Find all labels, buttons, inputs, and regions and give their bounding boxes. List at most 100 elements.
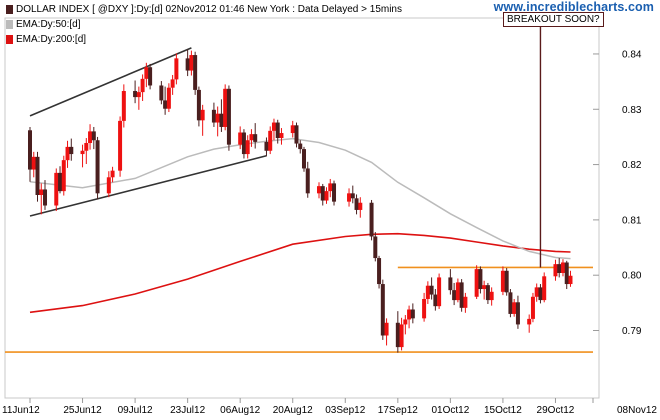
candle	[189, 50, 194, 76]
candle-body	[133, 91, 138, 98]
x-tick-label: 25Jun12	[63, 405, 102, 416]
candle	[527, 314, 532, 333]
candle-body	[268, 130, 273, 151]
candle-body	[196, 89, 201, 121]
candle	[358, 197, 363, 218]
candle-body	[508, 292, 513, 314]
candle-body	[463, 296, 468, 308]
candle	[144, 62, 149, 88]
candle	[31, 151, 36, 178]
legend-swatch-ema50	[6, 20, 13, 29]
candle-body	[219, 113, 224, 127]
candle-body	[482, 285, 487, 290]
candle	[196, 86, 201, 127]
candle-body	[118, 120, 123, 171]
legend-item-dollar-index: DOLLAR INDEX [ @DXY ]:Dy:[d] 02Nov2012 0…	[6, 2, 402, 17]
candle-body	[95, 140, 100, 194]
candle-body	[568, 275, 573, 285]
candle	[58, 166, 63, 194]
candle	[395, 311, 400, 353]
candle-body	[271, 122, 276, 131]
candle-body	[324, 191, 329, 201]
candle	[437, 273, 442, 309]
candle-body	[211, 109, 216, 123]
candle	[384, 318, 389, 346]
candle	[560, 259, 565, 277]
candle-body	[474, 269, 479, 297]
candle-body	[429, 285, 434, 295]
candle-body	[88, 131, 93, 144]
candle	[515, 295, 520, 329]
candle	[35, 151, 40, 202]
candle	[140, 74, 145, 101]
candle-body	[106, 177, 111, 194]
candle-body	[264, 141, 269, 151]
candle-body	[459, 282, 464, 308]
legend-item-ema50: EMA:Dy:50:[d]	[6, 17, 402, 32]
x-tick-label: 01Oct12	[431, 405, 469, 416]
candle-body	[425, 285, 430, 299]
candle	[553, 259, 558, 281]
candle-body	[504, 270, 509, 293]
candle	[377, 255, 382, 289]
candle-body	[35, 156, 40, 195]
y-tick-label: 0.82	[622, 160, 642, 171]
candle-body	[58, 172, 63, 192]
candle-body	[399, 324, 404, 348]
candle	[249, 129, 254, 147]
candle	[530, 292, 535, 323]
candle	[118, 116, 123, 177]
candle-body	[215, 113, 220, 123]
x-tick-label: 08Nov12	[617, 405, 657, 416]
candle-body	[448, 277, 453, 291]
candle-body	[542, 276, 547, 301]
candle	[121, 84, 126, 128]
lower-trendline	[29, 154, 267, 217]
candle	[253, 123, 258, 149]
candle	[241, 129, 246, 159]
candle-body	[39, 189, 44, 195]
candle	[425, 281, 430, 304]
candle-body	[320, 186, 325, 201]
candle-body	[500, 270, 505, 292]
candle-body	[144, 67, 149, 79]
candle	[215, 106, 220, 137]
candle-body	[347, 193, 352, 202]
candle-body	[485, 285, 490, 301]
candle-body	[193, 55, 198, 90]
candle-body	[223, 88, 228, 127]
candle-body	[305, 168, 310, 194]
candle	[211, 102, 216, 127]
candle	[290, 120, 295, 138]
candle-body	[534, 287, 539, 297]
candle	[136, 86, 141, 110]
candle	[482, 280, 487, 300]
candle-body	[28, 130, 32, 170]
candle-body	[275, 122, 280, 139]
candle-body	[530, 296, 535, 319]
candle-body	[557, 264, 562, 273]
legend-label-dollar-index: DOLLAR INDEX [ @DXY ]:Dy:[d] 02Nov2012 0…	[16, 4, 402, 15]
candle-body	[437, 277, 442, 307]
candle	[324, 187, 329, 204]
x-tick-label: 29Oct12	[537, 405, 575, 416]
candle	[219, 99, 224, 132]
candle	[69, 138, 74, 161]
candle-body	[478, 269, 483, 290]
candle	[223, 84, 228, 131]
candle	[271, 118, 276, 141]
candle	[452, 282, 457, 306]
candle	[347, 188, 352, 207]
candle-body	[136, 92, 141, 98]
y-tick-label: 0.84	[622, 49, 642, 60]
candle-body	[241, 132, 246, 155]
candle	[568, 270, 573, 287]
x-tick-label: 09Jul12	[118, 405, 153, 416]
candle	[226, 85, 231, 151]
legend-label-ema50: EMA:Dy:50:[d]	[16, 19, 81, 30]
candle-body	[527, 318, 532, 325]
candle	[410, 303, 415, 324]
candle-body	[84, 143, 89, 151]
y-tick-label: 0.83	[622, 105, 642, 116]
